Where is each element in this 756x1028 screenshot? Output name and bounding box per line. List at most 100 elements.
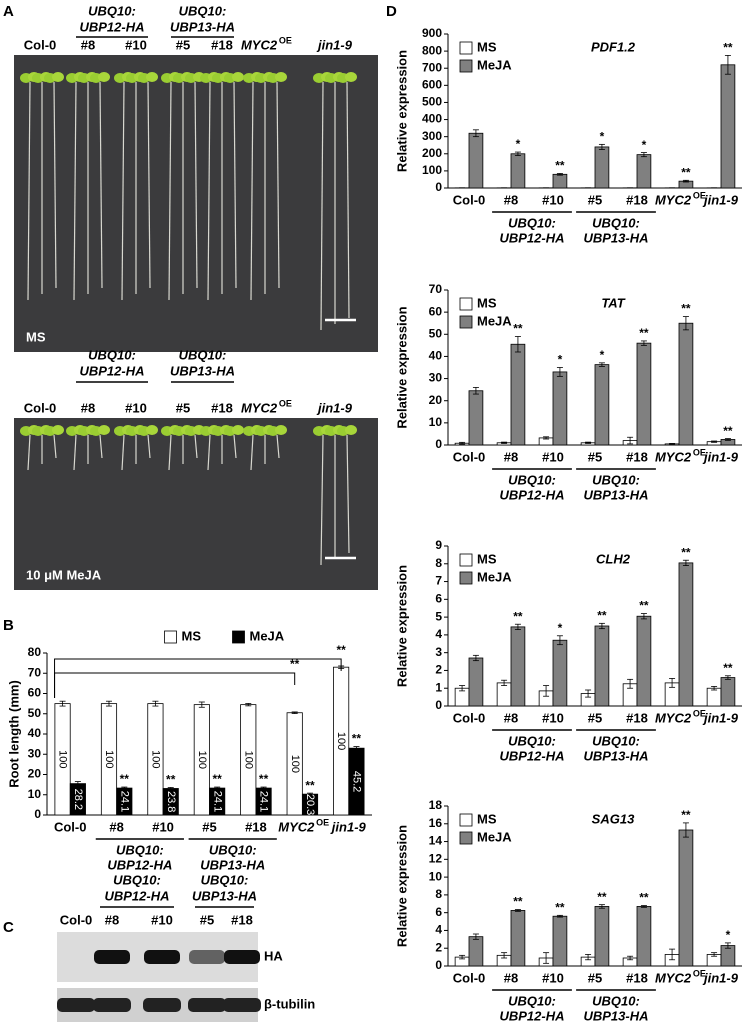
significance: * bbox=[600, 130, 605, 144]
bar bbox=[468, 390, 484, 446]
group-label: UBQ10: bbox=[592, 215, 640, 230]
leaf bbox=[146, 425, 158, 435]
bar-label: 100 bbox=[335, 732, 347, 750]
y-tick-label: 700 bbox=[422, 60, 442, 74]
group-label: UBP13-HA bbox=[170, 19, 235, 34]
significance: ** bbox=[259, 772, 269, 786]
significance: ** bbox=[681, 808, 691, 822]
legend-label: MS bbox=[477, 811, 497, 826]
band bbox=[94, 950, 130, 964]
significance: ** bbox=[120, 772, 130, 786]
category-label: MYC2 bbox=[655, 710, 692, 725]
y-tick-label: 18 bbox=[429, 798, 443, 812]
category-label: #18 bbox=[626, 710, 648, 725]
category-label: MYC2 bbox=[278, 819, 315, 834]
y-tick-label: 40 bbox=[429, 349, 443, 363]
significance: ** bbox=[555, 159, 565, 173]
y-tick-label: 400 bbox=[422, 112, 442, 126]
leaf bbox=[232, 72, 244, 82]
group-label: UBP12-HA bbox=[104, 888, 169, 903]
y-tick-label: 10 bbox=[429, 869, 443, 883]
bar bbox=[678, 562, 694, 707]
category-label: #18 bbox=[211, 37, 233, 52]
significance: * bbox=[726, 928, 731, 942]
legend-swatch bbox=[459, 41, 473, 55]
y-tick-label: 0 bbox=[34, 807, 41, 821]
legend-swatch bbox=[459, 831, 473, 845]
legend-swatch bbox=[459, 315, 473, 329]
root bbox=[233, 81, 237, 289]
y-axis-label: Relative expression bbox=[394, 50, 409, 172]
band bbox=[57, 998, 95, 1012]
group-label: UBP12-HA bbox=[79, 19, 144, 34]
root bbox=[121, 434, 125, 471]
legend-label: MeJA bbox=[477, 829, 512, 844]
root bbox=[194, 434, 198, 459]
category-label: jin1-9 bbox=[316, 37, 353, 52]
bar bbox=[510, 910, 526, 967]
y-tick-label: 4 bbox=[435, 923, 442, 937]
y-tick-label: 100 bbox=[422, 163, 442, 177]
bar bbox=[468, 657, 484, 707]
group-label: UBP12-HA bbox=[499, 230, 564, 245]
y-tick-label: 20 bbox=[429, 393, 443, 407]
leaf bbox=[146, 72, 158, 82]
y-tick-label: 70 bbox=[429, 282, 443, 296]
category-label: #8 bbox=[504, 449, 518, 464]
bar bbox=[552, 371, 568, 446]
y-tick-label: 10 bbox=[429, 415, 443, 429]
band-label: HA bbox=[264, 948, 283, 963]
category-label: jin1-9 bbox=[702, 449, 739, 464]
category-label: #8 bbox=[504, 192, 518, 207]
bar-label: 100 bbox=[289, 755, 301, 773]
y-tick-label: 0 bbox=[435, 437, 442, 451]
group-label: UBQ10: bbox=[116, 842, 164, 857]
significance: ** bbox=[352, 732, 362, 746]
group-label: UBQ10: bbox=[508, 733, 556, 748]
legend-label: MeJA bbox=[477, 57, 512, 72]
category-label: #10 bbox=[125, 37, 147, 52]
y-tick-label: 500 bbox=[422, 95, 442, 109]
category-label: jin1-9 bbox=[702, 970, 739, 985]
category-label: MYC2 bbox=[655, 192, 692, 207]
category-label: Col-0 bbox=[453, 710, 486, 725]
leaf bbox=[345, 425, 357, 435]
root bbox=[27, 434, 31, 471]
band bbox=[223, 998, 261, 1012]
category-label: #5 bbox=[202, 819, 216, 834]
root bbox=[320, 434, 324, 566]
category-label: jin1-9 bbox=[316, 400, 353, 415]
y-tick-label: 4 bbox=[435, 627, 442, 641]
significance: * bbox=[558, 353, 563, 367]
root bbox=[73, 81, 77, 301]
category-label: #5 bbox=[588, 970, 602, 985]
legend-label: MS bbox=[477, 551, 497, 566]
bar bbox=[594, 146, 610, 189]
band-label: β-tubilin bbox=[264, 996, 315, 1011]
category-label: Col-0 bbox=[453, 449, 486, 464]
bar bbox=[510, 153, 526, 189]
root bbox=[168, 81, 172, 301]
legend-label: MS bbox=[182, 628, 202, 643]
y-tick-label: 70 bbox=[28, 665, 42, 679]
category-label: #18 bbox=[626, 192, 648, 207]
root bbox=[168, 434, 172, 471]
bar bbox=[552, 915, 568, 967]
y-tick-label: 1 bbox=[435, 680, 442, 694]
category-label: #5 bbox=[176, 37, 190, 52]
bar-label: 24.1 bbox=[211, 791, 223, 812]
significance: ** bbox=[639, 891, 649, 905]
category-label: MYC2 bbox=[655, 970, 692, 985]
group-label: UBP13-HA bbox=[200, 857, 265, 872]
significance: ** bbox=[723, 661, 733, 675]
significance: ** bbox=[723, 424, 733, 438]
y-tick-label: 8 bbox=[435, 887, 442, 901]
significance: ** bbox=[513, 609, 523, 623]
y-tick-label: 20 bbox=[28, 767, 42, 781]
category-label: Col-0 bbox=[24, 400, 57, 415]
bar bbox=[552, 639, 568, 707]
category-label: Col-0 bbox=[24, 37, 57, 52]
category-label: #10 bbox=[542, 710, 564, 725]
band bbox=[144, 950, 180, 964]
